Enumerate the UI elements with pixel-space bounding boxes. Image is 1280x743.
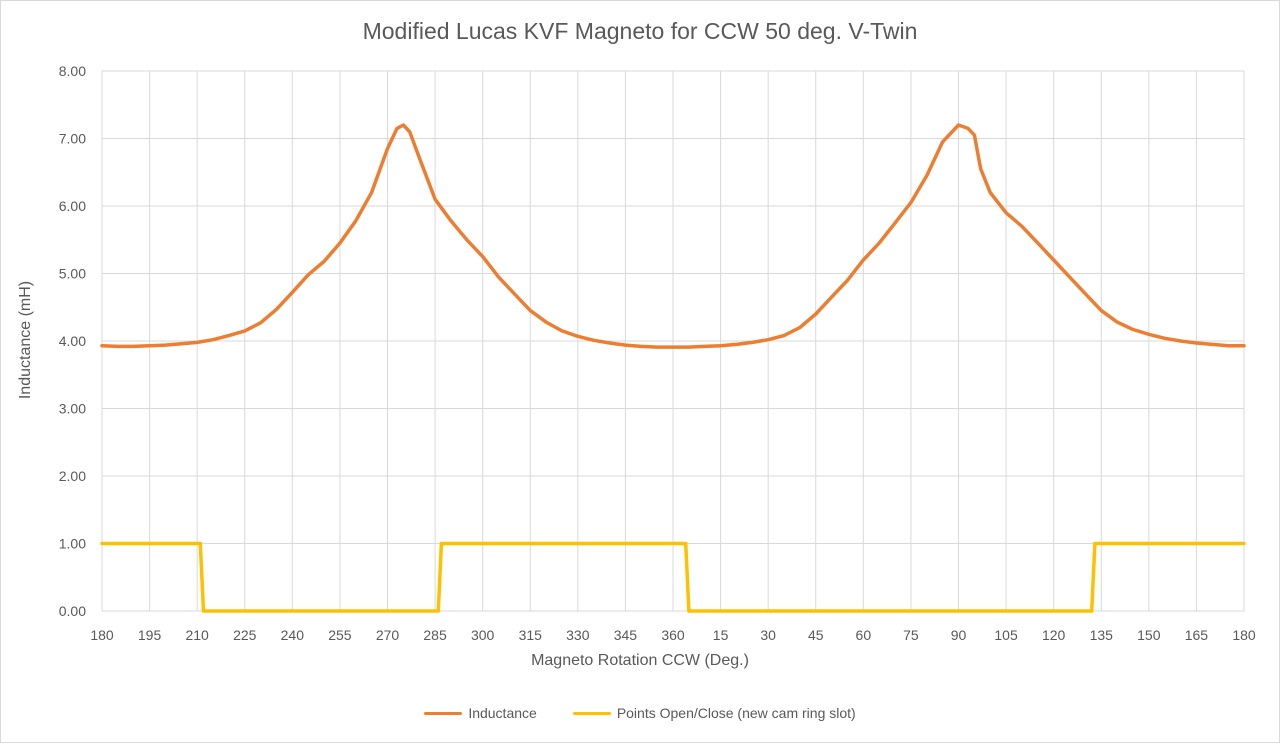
x-tick-label: 180 <box>1232 627 1256 643</box>
y-tick-label: 1.00 <box>59 536 86 552</box>
y-axis-label: Inductance (mH) <box>17 280 34 400</box>
legend-swatch-inductance <box>424 711 463 715</box>
x-tick-label: 180 <box>90 627 114 643</box>
x-tick-label: 75 <box>903 627 919 643</box>
y-tick-label: 2.00 <box>59 468 86 484</box>
x-tick-label: 240 <box>281 627 305 643</box>
y-tick-label: 3.00 <box>59 401 86 417</box>
legend-swatch-points <box>572 711 611 715</box>
x-tick-label: 45 <box>808 627 824 643</box>
x-tick-label: 150 <box>1137 627 1161 643</box>
y-tick-label: 0.00 <box>59 603 86 619</box>
legend-item-inductance[interactable]: Inductance <box>424 705 537 721</box>
x-tick-label: 300 <box>471 627 495 643</box>
x-tick-label: 210 <box>185 627 209 643</box>
x-tick-label: 345 <box>614 627 638 643</box>
x-axis-label: Magneto Rotation CCW (Deg.) <box>531 652 749 669</box>
legend-item-points[interactable]: Points Open/Close (new cam ring slot) <box>572 705 856 721</box>
x-tick-label: 90 <box>951 627 967 643</box>
x-tick-label: 330 <box>566 627 590 643</box>
x-tick-label: 30 <box>760 627 776 643</box>
y-tick-label: 5.00 <box>59 266 86 282</box>
legend-label-inductance: Inductance <box>468 705 537 721</box>
x-tick-label: 105 <box>994 627 1018 643</box>
x-tick-label: 135 <box>1090 627 1114 643</box>
x-tick-label: 255 <box>328 627 352 643</box>
x-tick-label: 270 <box>376 627 400 643</box>
chart-title: Modified Lucas KVF Magneto for CCW 50 de… <box>362 18 918 44</box>
legend: Inductance Points Open/Close (new cam ri… <box>0 703 1280 723</box>
x-tick-label: 225 <box>233 627 257 643</box>
x-tick-label: 120 <box>1042 627 1066 643</box>
x-tick-label: 195 <box>138 627 162 643</box>
series-line-inductance <box>100 123 1246 349</box>
legend-label-points: Points Open/Close (new cam ring slot) <box>616 705 856 721</box>
y-tick-label: 8.00 <box>59 63 86 79</box>
y-tick-label: 4.00 <box>59 333 86 349</box>
x-tick-label: 315 <box>519 627 543 643</box>
x-tick-label: 15 <box>713 627 729 643</box>
x-tick-label: 285 <box>423 627 447 643</box>
x-tick-label: 360 <box>661 627 685 643</box>
x-tick-label: 60 <box>856 627 872 643</box>
y-tick-label: 7.00 <box>59 131 86 147</box>
series-line-points <box>100 541 1246 613</box>
y-tick-label: 6.00 <box>59 198 86 214</box>
x-tick-label: 165 <box>1185 627 1209 643</box>
